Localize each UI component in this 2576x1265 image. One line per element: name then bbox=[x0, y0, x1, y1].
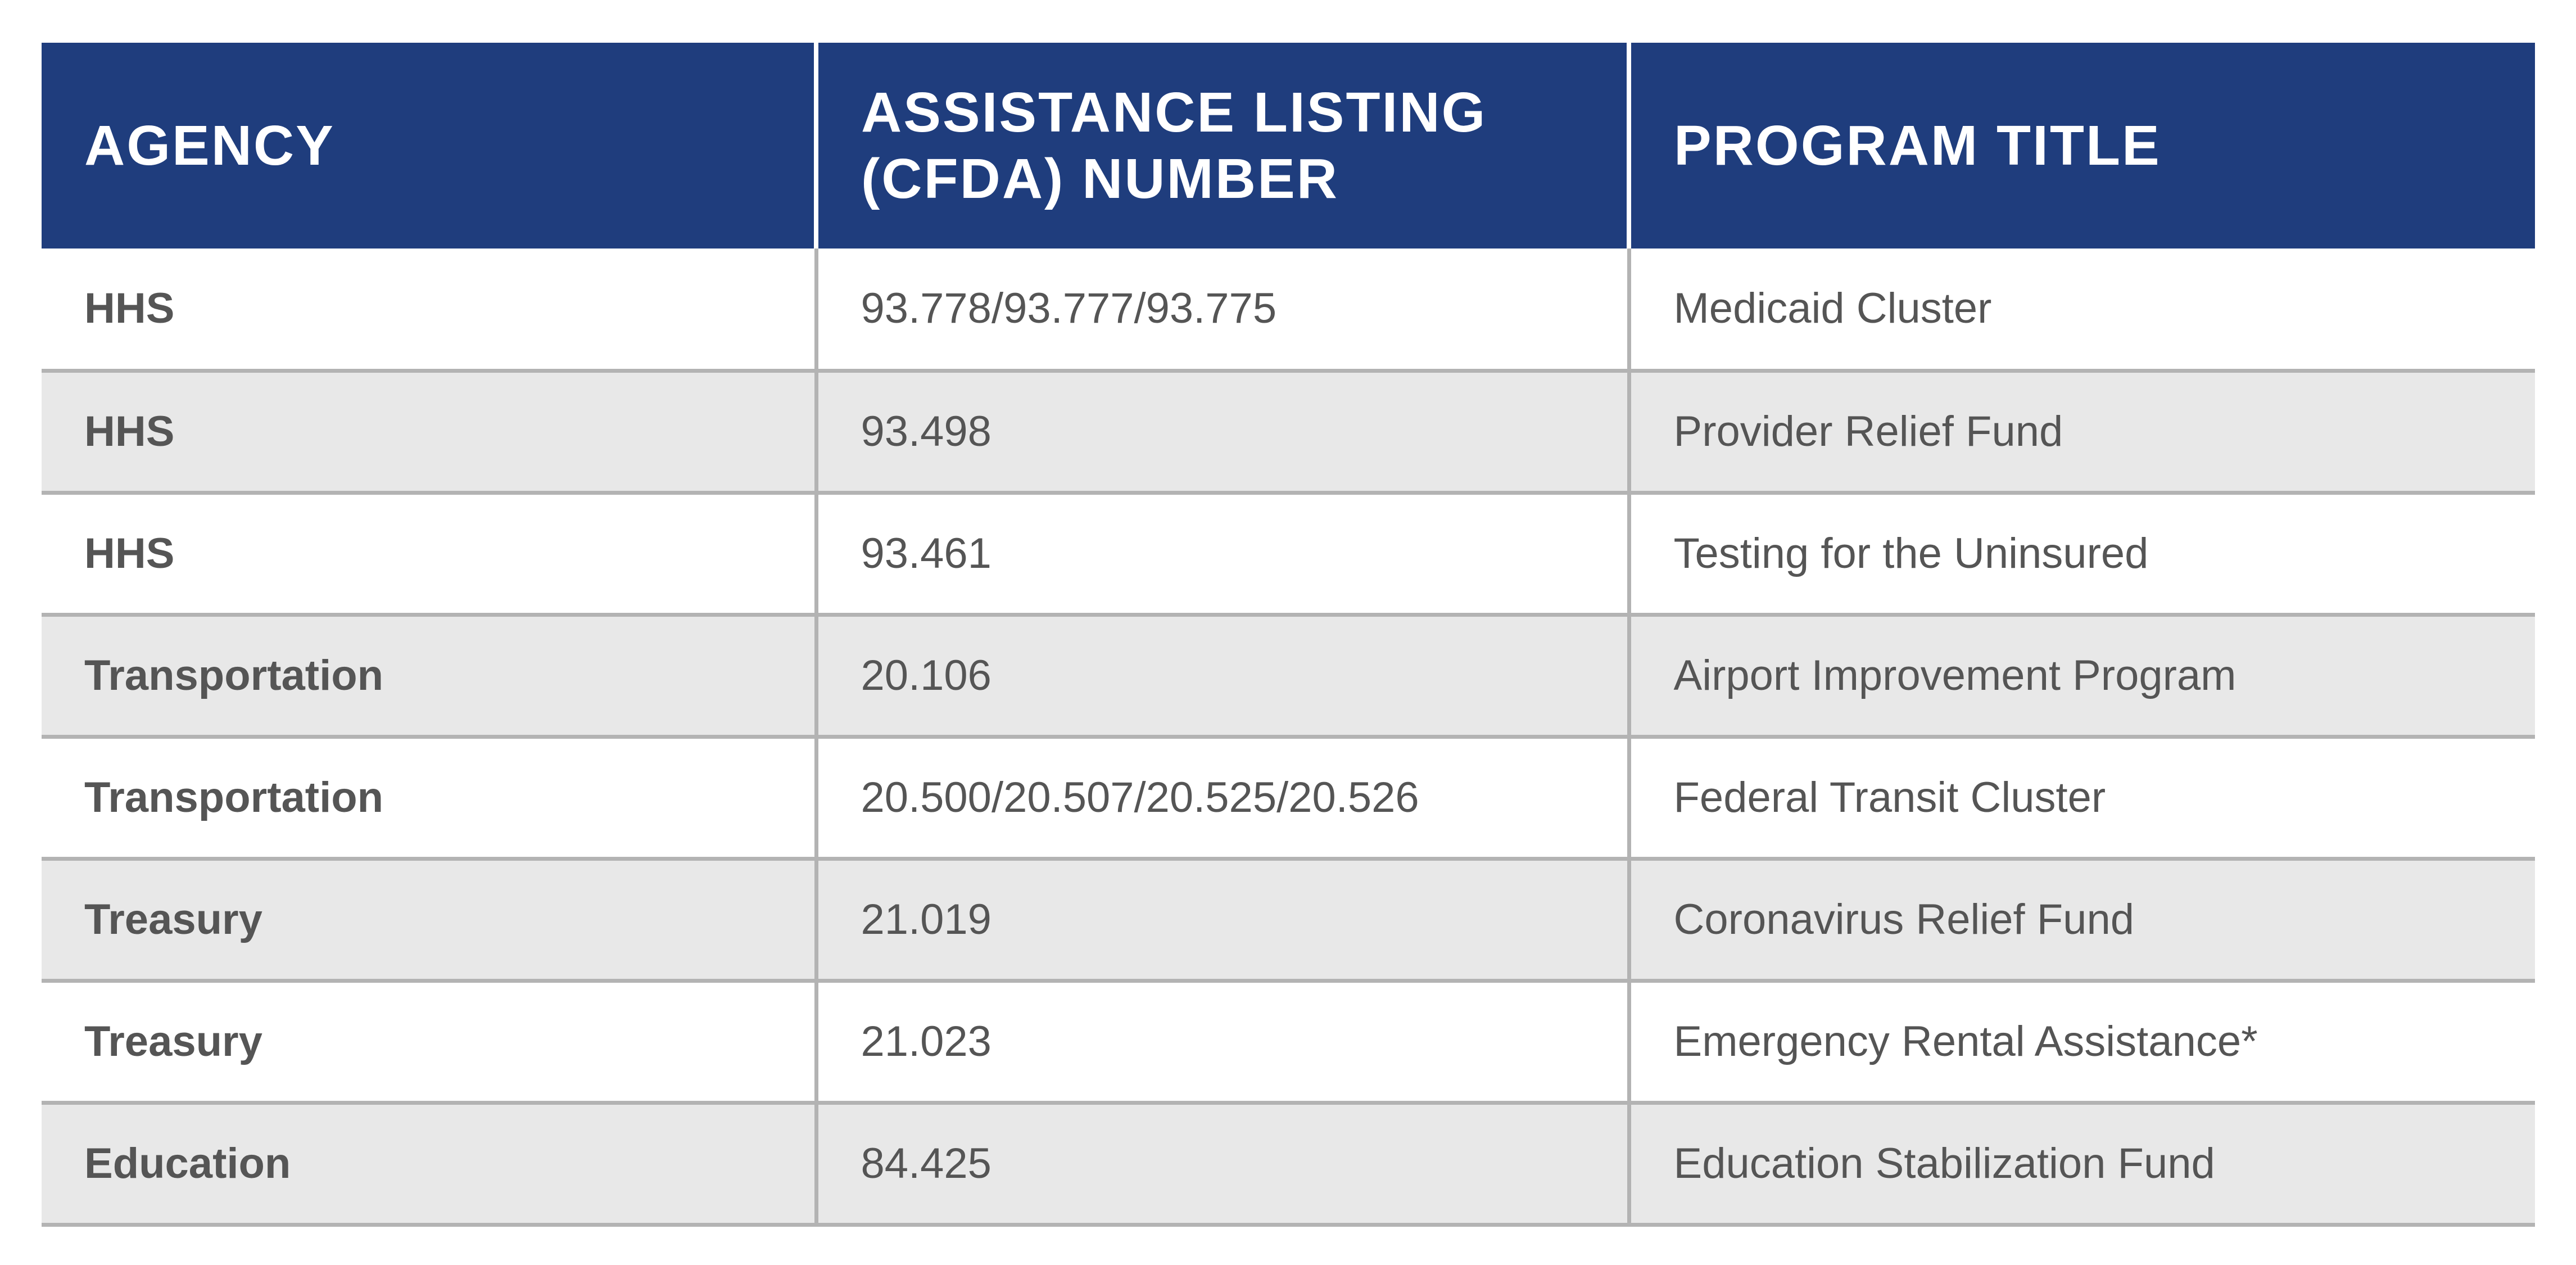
table-row: Transportation 20.106 Airport Improvemen… bbox=[42, 615, 2535, 739]
program-title-cell: Medicaid Cluster bbox=[1627, 249, 2535, 373]
program-title-cell: Education Stabilization Fund bbox=[1627, 1103, 2535, 1227]
header-listing-line1: ASSISTANCE LISTING bbox=[861, 81, 1487, 144]
agency-cell: Treasury bbox=[42, 859, 816, 983]
agency-cell: HHS bbox=[42, 371, 816, 495]
listing-number-cell: 20.106 bbox=[814, 615, 1629, 739]
listing-number-cell: 20.500/20.507/20.525/20.526 bbox=[814, 737, 1629, 861]
header-listing-line2: (CFDA) NUMBER bbox=[861, 147, 1339, 210]
program-title-cell: Emergency Rental Assistance* bbox=[1627, 981, 2535, 1105]
table-header: AGENCY ASSISTANCE LISTING (CFDA) NUMBER P… bbox=[42, 43, 2535, 249]
listing-number-cell: 21.019 bbox=[814, 859, 1629, 983]
agency-cell: Transportation bbox=[42, 615, 816, 739]
program-title-cell: Federal Transit Cluster bbox=[1627, 737, 2535, 861]
header-agency: AGENCY bbox=[42, 43, 816, 249]
program-title-cell: Testing for the Uninsured bbox=[1627, 493, 2535, 617]
listing-number-cell: 93.778/93.777/93.775 bbox=[814, 249, 1629, 373]
agency-cell: HHS bbox=[42, 249, 816, 373]
agency-cell: Treasury bbox=[42, 981, 816, 1105]
table-row: Transportation 20.500/20.507/20.525/20.5… bbox=[42, 737, 2535, 861]
program-title-cell: Provider Relief Fund bbox=[1627, 371, 2535, 495]
listing-number-cell: 21.023 bbox=[814, 981, 1629, 1105]
header-listing-number: ASSISTANCE LISTING (CFDA) NUMBER bbox=[814, 43, 1629, 249]
assistance-listing-table: AGENCY ASSISTANCE LISTING (CFDA) NUMBER P… bbox=[42, 43, 2535, 1227]
agency-cell: HHS bbox=[42, 493, 816, 617]
table-row: HHS 93.498 Provider Relief Fund bbox=[42, 371, 2535, 495]
header-program-label: PROGRAM TITLE bbox=[1674, 114, 2161, 177]
table-row: Treasury 21.019 Coronavirus Relief Fund bbox=[42, 859, 2535, 983]
header-agency-label: AGENCY bbox=[84, 114, 335, 177]
program-title-cell: Coronavirus Relief Fund bbox=[1627, 859, 2535, 983]
listing-number-cell: 93.498 bbox=[814, 371, 1629, 495]
table-row: Treasury 21.023 Emergency Rental Assista… bbox=[42, 981, 2535, 1105]
table-row: HHS 93.778/93.777/93.775 Medicaid Cluste… bbox=[42, 249, 2535, 373]
listing-number-cell: 93.461 bbox=[814, 493, 1629, 617]
agency-cell: Transportation bbox=[42, 737, 816, 861]
table-row: HHS 93.461 Testing for the Uninsured bbox=[42, 493, 2535, 617]
program-title-cell: Airport Improvement Program bbox=[1627, 615, 2535, 739]
table-row: Education 84.425 Education Stabilization… bbox=[42, 1103, 2535, 1227]
agency-cell: Education bbox=[42, 1103, 816, 1227]
assistance-listing-table-container: AGENCY ASSISTANCE LISTING (CFDA) NUMBER P… bbox=[42, 43, 2535, 1227]
table-body: HHS 93.778/93.777/93.775 Medicaid Cluste… bbox=[42, 249, 2535, 1227]
header-row: AGENCY ASSISTANCE LISTING (CFDA) NUMBER P… bbox=[42, 43, 2535, 249]
header-program-title: PROGRAM TITLE bbox=[1627, 43, 2535, 249]
listing-number-cell: 84.425 bbox=[814, 1103, 1629, 1227]
